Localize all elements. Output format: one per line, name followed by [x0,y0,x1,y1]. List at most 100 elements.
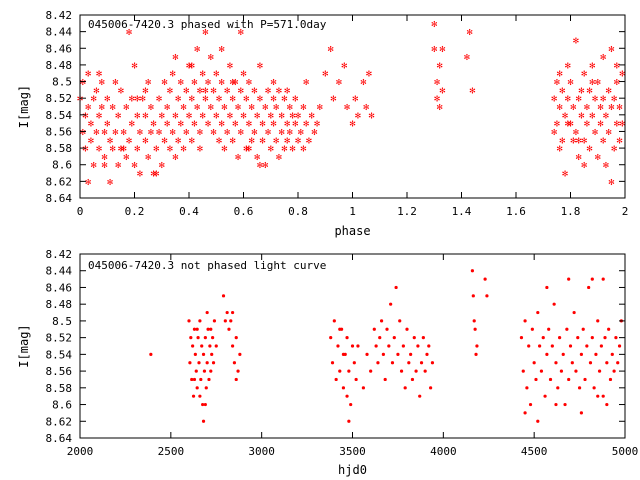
unphased-y-tick-label: 8.5 [52,315,72,328]
phased-data-point: ✻ [230,94,236,105]
unphased-data-point [579,352,584,356]
phased-data-point: ✻ [205,119,211,130]
unphased-data-point [485,294,489,298]
phased-x-tick-label: 0 [77,205,84,218]
phased-data-point: ✻ [614,119,620,130]
phased-data-point: ✻ [145,77,151,88]
unphased-data-point [396,352,400,356]
unphased-data-point [608,377,613,382]
phased-x-tick-label: 1.2 [397,205,417,218]
phased-data-point: ✻ [295,135,301,146]
unphased-data-point [418,394,422,398]
phased-data-point: ✻ [238,85,244,96]
unphased-data-point [212,319,217,323]
unphased-data-point [336,344,340,348]
phased-data-point: ✻ [557,69,563,80]
phased-data-point: ✻ [592,94,598,105]
unphased-data-point [225,310,229,315]
phased-data-point: ✻ [578,110,584,121]
phased-data-point: ✻ [576,135,582,146]
phased-data-point: ✻ [287,102,293,113]
phased-data-point: ✻ [576,94,582,105]
phased-data-point: ✻ [246,77,252,88]
phased-data-point: ✻ [197,127,203,138]
phased-data-point: ✻ [567,119,573,130]
phased-data-point: ✻ [102,127,108,138]
unphased-data-point [552,302,556,306]
unphased-data-point [471,294,475,298]
unphased-data-point [197,361,201,365]
phased-data-point: ✻ [175,135,181,146]
phased-data-point: ✻ [352,94,358,105]
phased-data-point: ✻ [273,102,279,113]
phased-data-point: ✻ [85,177,91,188]
phased-data-point: ✻ [349,119,355,130]
phased-data-point: ✻ [328,44,334,55]
phased-data-point: ✻ [281,144,287,155]
phased-data-point: ✻ [219,44,225,55]
unphased-data-point [354,377,358,382]
phased-data-point: ✻ [167,144,173,155]
unphased-data-point [349,402,353,407]
phased-data-point: ✻ [562,169,568,180]
phased-data-point: ✻ [284,135,290,146]
phased-data-point: ✻ [437,60,443,71]
phased-data-point: ✻ [232,119,238,130]
phased-data-point: ✻ [148,102,154,113]
phased-data-point: ✻ [167,85,173,96]
phased-data-point: ✻ [240,110,246,121]
phased-data-point: ✻ [265,85,271,96]
phased-data-point: ✻ [603,160,609,171]
phased-data-point: ✻ [251,85,257,96]
phased-data-point: ✻ [153,169,159,180]
phased-data-point: ✻ [260,135,266,146]
phased-data-point: ✻ [295,110,301,121]
unphased-data-point [527,344,531,348]
phased-data-point: ✻ [611,144,617,155]
unphased-data-point [201,419,206,423]
phased-data-point: ✻ [437,102,443,113]
phased-data-point: ✻ [134,94,140,105]
phased-data-point: ✻ [317,102,323,113]
phased-data-point: ✻ [469,85,475,96]
phased-data-point: ✻ [603,110,609,121]
unphased-data-point [187,319,191,323]
phased-data-point: ✻ [251,127,257,138]
phased-data-point: ✻ [197,144,203,155]
phased-x-tick-label: 1.6 [506,205,526,218]
phased-data-point: ✻ [142,85,148,96]
phased-y-tick-label: 8.6 [52,159,72,172]
phased-data-point: ✻ [205,77,211,88]
unphased-data-point [206,327,210,331]
unphased-data-point [207,377,211,382]
unphased-y-tick-label: 8.56 [46,365,73,378]
phased-data-point: ✻ [164,102,170,113]
unphased-data-point [617,344,622,348]
unphased-data-point [209,369,213,373]
phased-data-point: ✻ [614,60,620,71]
phased-data-point: ✻ [306,135,312,146]
phased-data-point: ✻ [276,152,282,163]
unphased-x-tick-label: 5000 [612,445,639,458]
unphased-data-point [381,352,385,356]
phased-data-point: ✻ [270,94,276,105]
unphased-data-point [191,344,195,348]
phased-data-point: ✻ [265,127,271,138]
phased-data-point: ✻ [211,127,217,138]
phased-data-point: ✻ [576,152,582,163]
phased-data-point: ✻ [567,77,573,88]
phased-data-point: ✻ [565,119,571,130]
phased-y-tick-label: 8.46 [46,42,73,55]
phased-data-point: ✻ [619,69,625,80]
unphased-data-point [234,336,238,340]
phased-data-point: ✻ [88,135,94,146]
unphased-data-point [577,386,582,390]
phased-data-point: ✻ [246,119,252,130]
unphased-data-point [385,327,389,331]
unphased-data-point [483,277,487,281]
phased-data-point: ✻ [366,69,372,80]
phased-data-point: ✻ [270,77,276,88]
unphased-y-tick-label: 8.58 [46,382,73,395]
unphased-data-point [190,377,194,382]
phased-data-points: ✻ ✻ ✻ ✻ ✻ ✻ ✻ ✻ ✻ ✻ ✻ ✻ ✻ ✻ ✻ ✻ ✻ ✻ ✻ ✻ ✻ ✻ ✻ ✻ ✻ ✻ ✻ ✻ ✻ ✻ ✻ ✻ ✻ ✻ ✻ ✻ ✻ ✻ ✻ ✻… [77,19,625,188]
